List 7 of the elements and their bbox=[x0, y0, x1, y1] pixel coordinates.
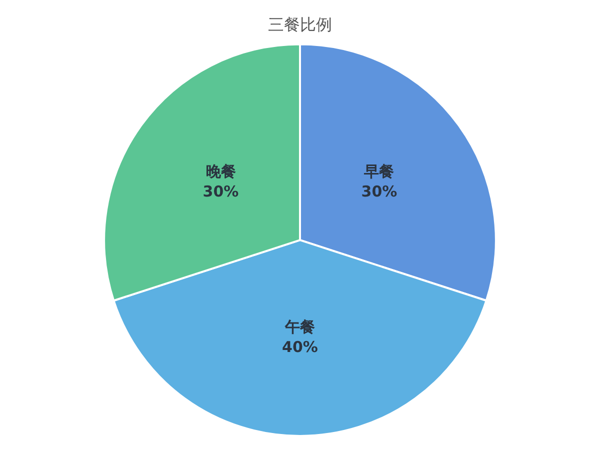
slice-label: 晚餐 bbox=[206, 162, 236, 180]
slice-label: 早餐 bbox=[363, 162, 394, 180]
data-label: 30% bbox=[202, 182, 239, 200]
chart-title: 三餐比例 bbox=[268, 14, 332, 34]
data-label: 40% bbox=[282, 338, 318, 356]
data-label: 30% bbox=[361, 182, 398, 200]
slice-label: 午餐 bbox=[284, 318, 315, 336]
